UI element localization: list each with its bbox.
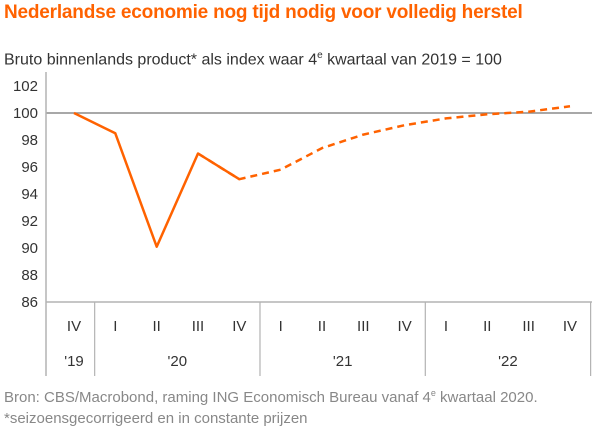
x-tick-label: IV (398, 318, 412, 335)
actual-line (73, 111, 240, 248)
x-tick-label: III (357, 318, 370, 335)
x-tick-label: IV (232, 318, 246, 335)
y-tick-label: 102 (13, 78, 38, 95)
y-tick-label: 100 (13, 105, 38, 122)
x-tick-label: II (152, 318, 160, 335)
year-label: '19 (64, 353, 84, 370)
y-tick-label: 98 (21, 132, 38, 149)
y-tick-label: 86 (21, 294, 38, 311)
x-tick-label: II (483, 318, 491, 335)
y-tick-label: 90 (21, 240, 38, 257)
year-label: '21 (333, 353, 353, 370)
chart-source-note: Bron: CBS/Macrobond, raming ING Economis… (4, 388, 538, 427)
y-tick-label: 92 (21, 213, 38, 230)
year-label: '22 (498, 353, 518, 370)
x-tick-label: III (522, 318, 535, 335)
chart-subtitle: Bruto binnenlands product* als index waa… (4, 50, 502, 69)
x-tick-label: III (192, 318, 205, 335)
forecast-line (197, 105, 571, 181)
x-tick-label: I (113, 318, 117, 335)
axis-frame (45, 72, 592, 376)
x-tick-label: II (318, 318, 326, 335)
x-axis: IV I II III IV I II III IV I II III IV'19'20'21'22 (64, 318, 577, 370)
y-tick-label: 94 (21, 186, 38, 203)
year-label: '20 (168, 353, 188, 370)
x-tick-label: I (279, 318, 283, 335)
y-tick-label: 88 (21, 267, 38, 284)
x-tick-label: I (444, 318, 448, 335)
series-layer (73, 105, 571, 248)
x-tick-label: IV (563, 318, 577, 335)
y-tick-label: 96 (21, 159, 38, 176)
x-tick-label: IV (67, 318, 81, 335)
chart-title: Nederlandse economie nog tijd nodig voor… (4, 2, 523, 23)
y-axis: 86 88 90 92 94 96 98 100 102 (13, 78, 38, 311)
